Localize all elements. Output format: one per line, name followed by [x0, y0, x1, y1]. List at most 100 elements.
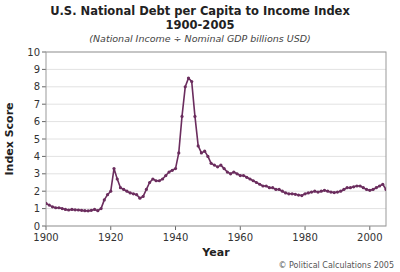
y-tick-label: 3: [34, 168, 40, 179]
data-point: [352, 185, 355, 188]
data-point: [174, 167, 177, 170]
data-point: [164, 174, 167, 177]
x-tick: [110, 226, 111, 230]
data-point: [245, 176, 248, 179]
y-tick: [42, 226, 46, 227]
data-point: [197, 144, 200, 147]
y-tick: [42, 208, 46, 209]
axes: 012345678910190019201940196019802000: [27, 47, 386, 244]
data-point: [323, 189, 326, 192]
grid-line: [46, 121, 386, 122]
y-tick: [42, 52, 46, 53]
data-point: [67, 208, 70, 211]
data-point: [235, 172, 238, 175]
plot-area: [46, 77, 386, 213]
data-point: [229, 172, 232, 175]
data-point: [148, 181, 151, 184]
data-point: [46, 202, 48, 205]
data-point: [258, 183, 261, 186]
data-point: [158, 179, 161, 182]
data-point: [99, 207, 102, 210]
grid-line: [46, 69, 386, 70]
data-point: [219, 164, 222, 167]
y-tick-label: 7: [34, 99, 40, 110]
data-point: [161, 177, 164, 180]
data-point: [381, 183, 384, 186]
data-point: [83, 209, 86, 212]
data-point: [222, 167, 225, 170]
data-point: [74, 208, 77, 211]
data-point: [242, 174, 245, 177]
data-point: [232, 170, 235, 173]
data-point: [290, 192, 293, 195]
title: 1900-2005: [166, 18, 235, 32]
data-point: [171, 169, 174, 172]
x-tick-label: 1920: [98, 232, 123, 243]
data-point: [86, 209, 89, 212]
data-point: [365, 188, 368, 191]
data-point: [80, 209, 83, 212]
data-point: [48, 204, 51, 207]
data-line: [46, 78, 386, 211]
data-point: [255, 181, 258, 184]
data-point: [103, 198, 106, 201]
data-point: [271, 186, 274, 189]
data-point: [281, 190, 284, 193]
title: U.S. National Debt per Capita to Income …: [50, 4, 350, 18]
data-point: [248, 177, 251, 180]
data-point: [339, 190, 342, 193]
y-tick-label: 6: [34, 116, 40, 127]
data-point: [316, 190, 319, 193]
y-tick-label: 1: [34, 203, 40, 214]
data-point: [239, 174, 242, 177]
grid-line: [46, 139, 386, 140]
annotation: © Political Calculations 2005: [278, 261, 394, 270]
data-point: [129, 191, 132, 194]
data-point: [151, 177, 154, 180]
data-point: [307, 191, 310, 194]
data-point: [193, 115, 196, 118]
data-point: [180, 115, 183, 118]
data-point: [154, 179, 157, 182]
data-point: [278, 188, 281, 191]
data-point: [261, 184, 264, 187]
grid-line: [46, 156, 386, 157]
data-point: [106, 193, 109, 196]
data-point: [313, 190, 316, 193]
data-point: [57, 206, 60, 209]
data-point: [310, 190, 313, 193]
y-tick-label: 9: [34, 64, 40, 75]
data-point: [145, 188, 148, 191]
x-tick-label: 2000: [357, 232, 382, 243]
data-point: [54, 206, 57, 209]
data-point: [329, 190, 332, 193]
data-point: [287, 192, 290, 195]
data-point: [90, 209, 93, 212]
data-point: [190, 80, 193, 83]
y-tick-label: 0: [34, 221, 40, 232]
data-point: [216, 165, 219, 168]
data-point: [213, 164, 216, 167]
data-point: [210, 162, 213, 165]
data-point: [93, 208, 96, 211]
x-tick: [46, 226, 47, 230]
x-tick: [305, 226, 306, 230]
x-tick: [369, 226, 370, 230]
data-point: [119, 186, 122, 189]
grid-line: [46, 208, 386, 209]
data-point: [355, 184, 358, 187]
grid-line: [46, 173, 386, 174]
y-tick: [42, 156, 46, 157]
x-tick-label: 1980: [292, 232, 317, 243]
data-point: [125, 190, 128, 193]
y-tick: [42, 191, 46, 192]
data-point: [320, 190, 323, 193]
grid-line: [46, 104, 386, 105]
data-point: [122, 188, 125, 191]
data-point: [274, 188, 277, 191]
chart: U.S. National Debt per Capita to Income …: [0, 0, 400, 272]
data-point: [116, 177, 119, 180]
data-point: [346, 186, 349, 189]
grid: [46, 52, 386, 226]
data-point: [51, 205, 54, 208]
